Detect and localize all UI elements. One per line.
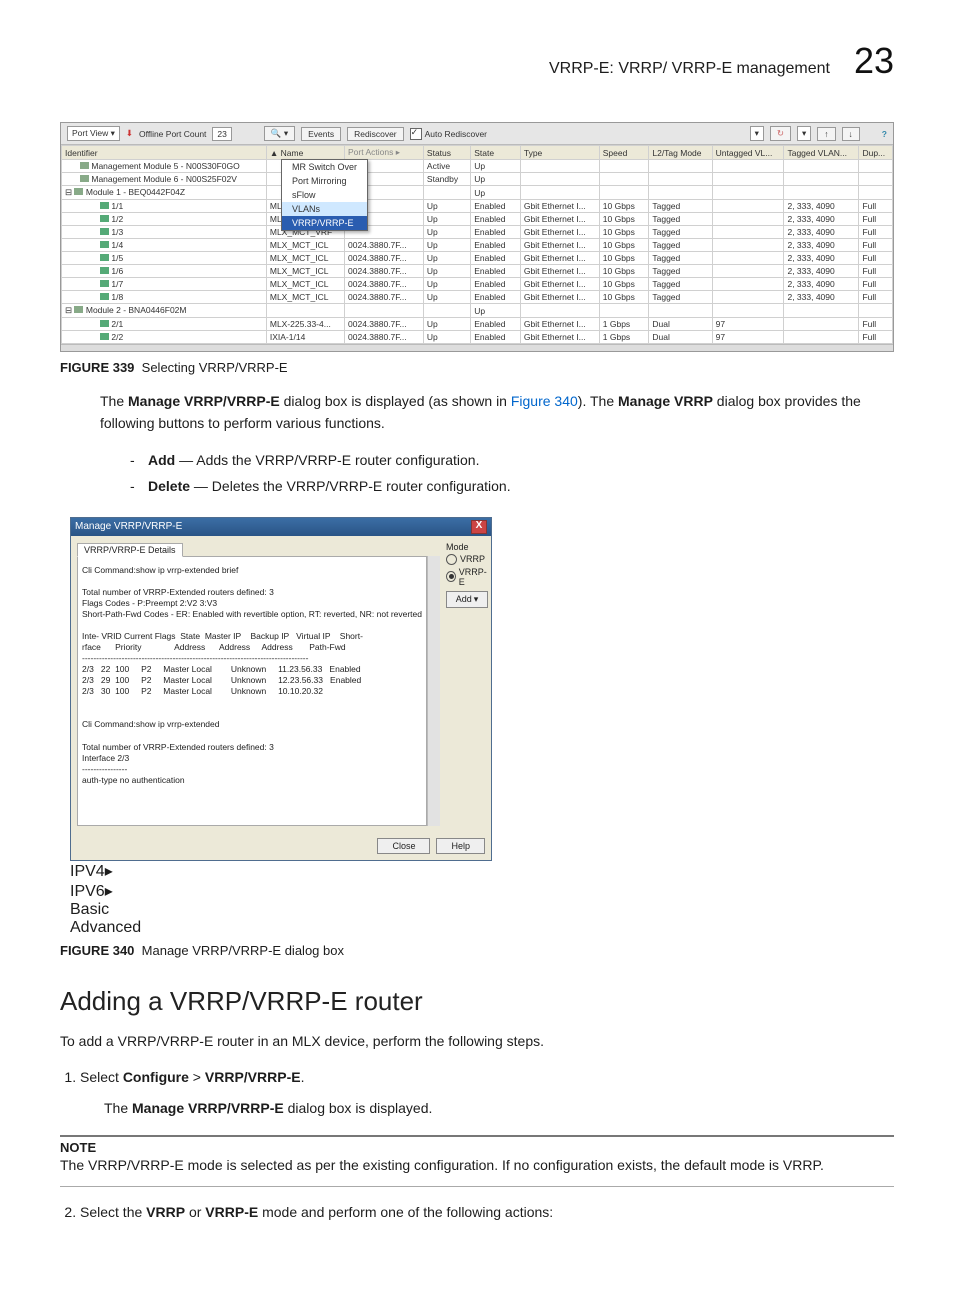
step-1: Select Configure > VRRP/VRRP-E. The Mana… xyxy=(80,1066,894,1119)
table-row[interactable]: 1/2MLX_MCT_UpEnabledGbit Ethernet I...10… xyxy=(62,213,893,226)
figure-340-screenshot: Manage VRRP/VRRP-E X VRRP/VRRP-E Details… xyxy=(70,517,492,937)
menu-item[interactable]: IPV4▸ xyxy=(70,861,492,881)
table-row[interactable]: 2/1MLX-225.33-4...0024.3880.7F...UpEnabl… xyxy=(62,318,893,331)
refresh-icon[interactable]: ↻ xyxy=(770,126,791,141)
offline-count[interactable]: 23 xyxy=(212,127,231,141)
help-icon[interactable]: ? xyxy=(882,129,887,139)
table-row[interactable]: ⊟ Module 2 - BNA0446F02MUp xyxy=(62,304,893,318)
f339-table: Identifier▲ NamePort Actions ▸StatusStat… xyxy=(61,145,893,344)
add-flyout-submenu[interactable]: Basic Advanced xyxy=(70,901,492,937)
chapter-number: 23 xyxy=(854,40,894,82)
dialog-titlebar: Manage VRRP/VRRP-E X xyxy=(71,518,491,536)
table-row[interactable]: 1/6MLX_MCT_ICL0024.3880.7F...UpEnabledGb… xyxy=(62,265,893,278)
note-body: The VRRP/VRRP-E mode is selected as per … xyxy=(60,1155,894,1187)
table-row[interactable]: 1/5MLX_MCT_ICL0024.3880.7F...UpEnabledGb… xyxy=(62,252,893,265)
offline-label: Offline Port Count xyxy=(139,129,206,139)
vscrollbar[interactable] xyxy=(427,556,440,826)
figure-340-link[interactable]: Figure 340 xyxy=(511,393,578,409)
port-actions-menu[interactable]: MR Switch Over Port Mirroring sFlow VLAN… xyxy=(281,159,368,231)
vrrp-radio[interactable]: VRRP xyxy=(446,554,488,565)
note-heading: NOTE xyxy=(60,1135,894,1155)
table-row[interactable]: 2/2IXIA-1/140024.3880.7F...UpEnabledGbit… xyxy=(62,331,893,344)
table-row[interactable]: 1/3MLX_MCT_VRFUpEnabledGbit Ethernet I..… xyxy=(62,226,893,239)
table-row[interactable]: 1/4MLX_MCT_ICL0024.3880.7F...UpEnabledGb… xyxy=(62,239,893,252)
vrrpe-radio[interactable]: VRRP-E xyxy=(446,567,488,587)
list-item: Delete — Deletes the VRRP/VRRP-E router … xyxy=(130,474,894,499)
menu-item-vrrp[interactable]: VRRP/VRRP-E xyxy=(282,216,367,230)
figure-339-screenshot: Port View ▾ ⬇ Offline Port Count 23 🔍 ▾ … xyxy=(60,122,894,352)
up-icon[interactable]: ↑ xyxy=(817,127,835,141)
list-item: Add — Adds the VRRP/VRRP-E router config… xyxy=(130,448,894,473)
section-lead: To add a VRRP/VRRP-E router in an MLX de… xyxy=(60,1031,884,1053)
table-row[interactable]: 1/8MLX_MCT_ICL0024.3880.7F...UpEnabledGb… xyxy=(62,291,893,304)
menu-item[interactable]: VLANs xyxy=(282,202,367,216)
details-tab[interactable]: VRRP/VRRP-E Details xyxy=(77,543,183,557)
f339-toolbar: Port View ▾ ⬇ Offline Port Count 23 🔍 ▾ … xyxy=(61,123,893,145)
step-2: Select the VRRP or VRRP-E mode and perfo… xyxy=(80,1201,894,1223)
menu-item[interactable]: Basic xyxy=(70,901,492,919)
menu-item[interactable]: Advanced xyxy=(70,919,492,937)
portview-dropdown[interactable]: Port View ▾ xyxy=(67,126,120,141)
runhead-title: VRRP-E: VRRP/ VRRP-E management xyxy=(549,60,830,78)
menu-item[interactable]: sFlow xyxy=(282,188,367,202)
down-icon[interactable]: ↓ xyxy=(842,127,860,141)
rediscover-btn[interactable]: Rediscover xyxy=(347,127,404,141)
menu-item[interactable]: IPV6▸ xyxy=(70,881,492,901)
f339-header-row: Identifier▲ NamePort Actions ▸StatusStat… xyxy=(62,146,893,160)
table-row[interactable]: 1/7MLX_MCT_ICL0024.3880.7F...UpEnabledGb… xyxy=(62,278,893,291)
table-row[interactable]: Management Module 6 - N00S25F02VStandbyU… xyxy=(62,173,893,186)
button-list: Add — Adds the VRRP/VRRP-E router config… xyxy=(60,448,894,498)
para-manage-dialog: The Manage VRRP/VRRP-E dialog box is dis… xyxy=(100,391,884,434)
tool-dd2[interactable]: ▾ xyxy=(797,126,811,141)
section-heading: Adding a VRRP/VRRP-E router xyxy=(60,986,894,1017)
table-row[interactable]: Management Module 5 - N00S30F0GOActiveUp xyxy=(62,160,893,173)
menu-item[interactable]: Port Mirroring xyxy=(282,174,367,188)
auto-redisc-label: Auto Rediscover xyxy=(425,129,487,139)
table-row[interactable]: ⊟ Module 1 - BEQ0442F04ZUp xyxy=(62,186,893,200)
mode-label: Mode xyxy=(446,542,488,552)
hscrollbar[interactable] xyxy=(61,344,893,351)
add-flyout-menu[interactable]: IPV4▸ IPV6▸ xyxy=(70,861,492,901)
tool-dd[interactable]: ▾ xyxy=(750,126,764,141)
figure-339-caption: FIGURE 339 Selecting VRRP/VRRP-E xyxy=(60,360,894,375)
cli-output: Cli Command:show ip vrrp-extended brief … xyxy=(82,565,422,786)
menu-item[interactable]: MR Switch Over xyxy=(282,160,367,174)
step-1-sub: The Manage VRRP/VRRP-E dialog box is dis… xyxy=(104,1097,894,1119)
help-button[interactable]: Help xyxy=(436,838,485,854)
close-icon[interactable]: X xyxy=(471,520,487,534)
figure-340-caption: FIGURE 340 Manage VRRP/VRRP-E dialog box xyxy=(60,943,894,958)
add-button[interactable]: Add▾ xyxy=(446,591,488,608)
close-button[interactable]: Close xyxy=(377,838,430,854)
auto-redisc-check[interactable] xyxy=(410,128,422,140)
events-btn[interactable]: Events xyxy=(301,127,341,141)
table-row[interactable]: 1/1MLX_MCT_UpEnabledGbit Ethernet I...10… xyxy=(62,200,893,213)
dialog-title: Manage VRRP/VRRP-E xyxy=(75,521,182,532)
zoom-btn[interactable]: 🔍 ▾ xyxy=(264,126,295,141)
running-header: VRRP-E: VRRP/ VRRP-E management 23 xyxy=(60,40,894,82)
